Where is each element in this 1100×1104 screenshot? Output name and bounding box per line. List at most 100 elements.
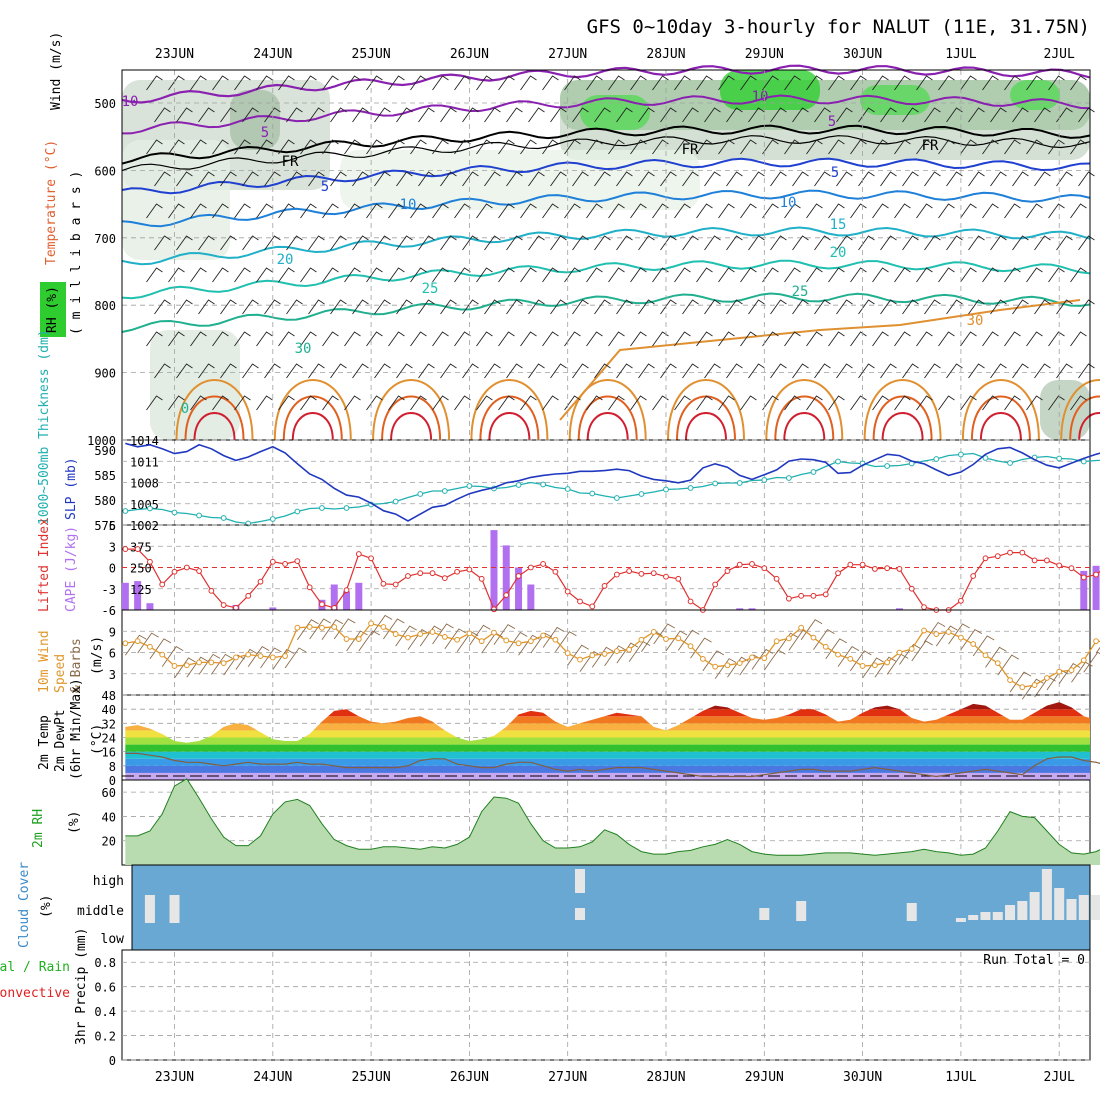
wind-barb bbox=[256, 139, 273, 155]
temp-band bbox=[125, 751, 1090, 759]
wind-barb bbox=[594, 299, 611, 315]
wind-barb bbox=[968, 363, 985, 379]
wind-barb bbox=[484, 299, 501, 315]
wind-barb bbox=[894, 203, 911, 219]
wind-barb bbox=[264, 107, 281, 123]
contour-label: FR bbox=[922, 138, 939, 154]
wind-barb bbox=[960, 395, 977, 411]
lifted-index-marker bbox=[577, 598, 583, 605]
wind-barb bbox=[1070, 395, 1087, 411]
lifted-index-marker bbox=[1007, 549, 1013, 556]
wind-speed-marker bbox=[773, 638, 780, 645]
wind-barb bbox=[462, 363, 479, 379]
surface-wind-barb bbox=[935, 625, 958, 647]
rh-shading bbox=[230, 90, 280, 150]
wind-barb bbox=[418, 299, 435, 315]
wind-barb bbox=[212, 331, 229, 347]
wind-barb bbox=[564, 139, 581, 155]
thickness-marker bbox=[294, 508, 301, 515]
wind-barb bbox=[858, 235, 875, 251]
surface-wind-barb bbox=[370, 614, 393, 636]
wind-barb bbox=[322, 203, 339, 219]
ytick-label: 40 bbox=[102, 703, 116, 717]
wind-barb bbox=[366, 139, 383, 155]
wind-barb bbox=[344, 75, 361, 91]
wind-barb bbox=[902, 235, 919, 251]
rh-shading bbox=[720, 70, 820, 110]
cloud-bar bbox=[992, 912, 1003, 920]
lifted-index-marker bbox=[380, 580, 387, 587]
wind-speed-marker bbox=[147, 643, 153, 650]
surface-wind-barb bbox=[321, 619, 344, 640]
wind-barb bbox=[814, 363, 831, 379]
axis-label-unit: (m/s) bbox=[90, 636, 105, 675]
wind-barb bbox=[190, 139, 207, 155]
contour-label: 30 bbox=[967, 313, 984, 329]
cloud-bar bbox=[968, 915, 979, 920]
wind-barb bbox=[432, 139, 449, 155]
lifted-index-marker bbox=[282, 561, 288, 567]
wind-barb bbox=[374, 363, 391, 379]
surface-wind-barb bbox=[407, 629, 430, 650]
wind-barb bbox=[872, 139, 889, 155]
wind-barb bbox=[176, 299, 193, 315]
contour-label: 10 bbox=[752, 89, 769, 105]
wind-barb bbox=[836, 171, 853, 187]
wind-speed-series bbox=[122, 620, 1100, 691]
wind-barb bbox=[726, 235, 743, 251]
surface-wind-barb bbox=[677, 629, 700, 651]
lifted-index-marker bbox=[552, 568, 559, 575]
wind-barb bbox=[1012, 363, 1029, 379]
wind-barb bbox=[212, 267, 229, 283]
wind-barb bbox=[968, 171, 985, 187]
wind-barb bbox=[278, 75, 295, 91]
cloud-bar bbox=[1078, 895, 1089, 920]
wind-barb bbox=[960, 75, 977, 91]
ytick-label-cape: 250 bbox=[130, 562, 152, 576]
wind-barb bbox=[344, 139, 361, 155]
wind-speed-marker bbox=[392, 631, 399, 637]
wind-barb bbox=[550, 107, 567, 123]
wind-barb bbox=[190, 395, 207, 411]
wind-barb bbox=[542, 203, 559, 219]
wind-barb bbox=[726, 363, 743, 379]
wind-speed-marker bbox=[503, 637, 510, 644]
wind-barb bbox=[498, 331, 515, 347]
axis-label-10m-wind: 10m Wind bbox=[37, 630, 52, 693]
wind-barb bbox=[476, 331, 493, 347]
wind-barb bbox=[1034, 235, 1051, 251]
wind-barb bbox=[982, 331, 999, 347]
1.2-line bbox=[125, 778, 1100, 856]
cloud-bar bbox=[796, 901, 807, 921]
wind-speed-marker bbox=[675, 635, 682, 642]
wind-barb bbox=[858, 171, 875, 187]
wind-barb bbox=[814, 107, 831, 123]
axis-label-total-rain: Total / Rain bbox=[0, 960, 70, 975]
wind-barb bbox=[924, 299, 941, 315]
wind-speed-marker bbox=[1056, 668, 1063, 675]
lifted-index-series bbox=[122, 546, 1100, 613]
wind-barb bbox=[146, 395, 163, 411]
wind-barb bbox=[528, 171, 545, 187]
wind-barb bbox=[1026, 331, 1043, 347]
thickness-marker bbox=[417, 491, 424, 497]
wind-barb bbox=[792, 171, 809, 187]
lifted-index-marker bbox=[1019, 549, 1026, 556]
contour-label: 20 bbox=[830, 245, 847, 261]
wind-barb bbox=[836, 363, 853, 379]
wind-barb bbox=[762, 203, 779, 219]
wind-barb bbox=[300, 331, 317, 347]
wind-barb bbox=[550, 235, 567, 251]
ytick-label: 0.2 bbox=[94, 1030, 116, 1044]
wind-barb bbox=[572, 171, 589, 187]
wind-barb bbox=[198, 171, 215, 187]
surface-wind-barb bbox=[591, 646, 614, 668]
wind-barb bbox=[608, 267, 625, 283]
wind-barb bbox=[792, 363, 809, 379]
lifted-index-marker bbox=[663, 573, 669, 580]
wind-barb bbox=[498, 267, 515, 283]
ytick-label: 6 bbox=[109, 519, 116, 533]
lifted-index-marker bbox=[859, 561, 866, 568]
date-label-bottom: 28JUN bbox=[646, 1070, 685, 1085]
wind-speed-marker bbox=[1019, 684, 1026, 691]
